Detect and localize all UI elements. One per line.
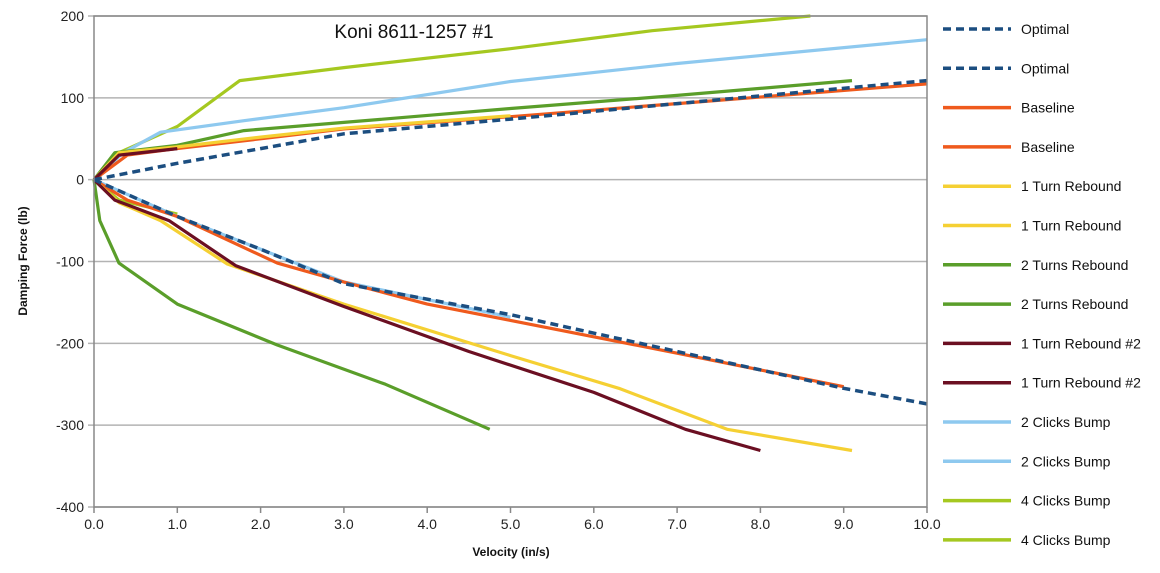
gridlines	[88, 15, 928, 513]
x-tick-label: 10.0	[913, 516, 940, 532]
series-line-2-clicks-bump	[93, 178, 511, 319]
legend-label: Optimal	[1021, 60, 1069, 76]
x-axis-title: Velocity (in/s)	[472, 545, 549, 559]
series-line-2-turns-rebound	[92, 179, 491, 431]
legend-label: Baseline	[1021, 100, 1075, 116]
series-lines	[92, 14, 928, 453]
legend-label: 2 Clicks Bump	[1021, 453, 1111, 469]
legend-label: Baseline	[1021, 139, 1075, 155]
x-tick-label: 3.0	[334, 516, 354, 532]
plot-area-border	[93, 15, 928, 508]
y-axis-title: Damping Force (lb)	[16, 206, 30, 315]
legend-label: 1 Turn Rebound #2	[1021, 335, 1141, 351]
legend-label: 1 Turn Rebound	[1021, 178, 1121, 194]
series-line-2-turns-rebound	[92, 79, 853, 181]
series-line-baseline	[93, 178, 845, 389]
x-tick-label: 7.0	[667, 516, 687, 532]
legend-label: Optimal	[1021, 21, 1069, 37]
x-tick-label: 9.0	[834, 516, 854, 532]
legend-label: 2 Clicks Bump	[1021, 414, 1111, 430]
x-tick-label: 8.0	[751, 516, 771, 532]
x-tick-label: 5.0	[501, 516, 521, 532]
series-line-1-turn-rebound-2	[92, 178, 761, 453]
legend: Optimal Optimal Baseline Baseline 1 Turn Reb…	[943, 21, 1141, 548]
legend-label: 2 Turns Rebound	[1021, 257, 1128, 273]
legend-label: 1 Turn Rebound	[1021, 218, 1121, 234]
x-tick-label: 6.0	[584, 516, 604, 532]
legend-label: 4 Clicks Bump	[1021, 532, 1111, 548]
x-tick-label: 4.0	[417, 516, 437, 532]
y-tick-label: -400	[56, 499, 84, 515]
legend-label: 4 Clicks Bump	[1021, 493, 1111, 509]
series-line-1-turn-rebound-2	[92, 147, 178, 181]
legend-label: 1 Turn Rebound #2	[1021, 375, 1141, 391]
x-tick-label: 0.0	[84, 516, 104, 532]
x-tick-label: 2.0	[251, 516, 271, 532]
y-tick-label: 100	[61, 90, 85, 106]
y-tick-label: -300	[56, 417, 84, 433]
chart-title: Koni 8611-1257 #1	[334, 22, 493, 43]
y-tick-label: 0	[76, 172, 84, 188]
y-tick-label: 200	[61, 8, 85, 24]
series-line-optimal	[93, 178, 928, 406]
legend-label: 2 Turns Rebound	[1021, 296, 1128, 312]
y-tick-label: -200	[56, 335, 84, 351]
series-line-optimal	[93, 78, 928, 182]
y-tick-label: -100	[56, 254, 84, 270]
x-tick-label: 1.0	[168, 516, 188, 532]
series-line-2-clicks-bump	[92, 38, 928, 181]
